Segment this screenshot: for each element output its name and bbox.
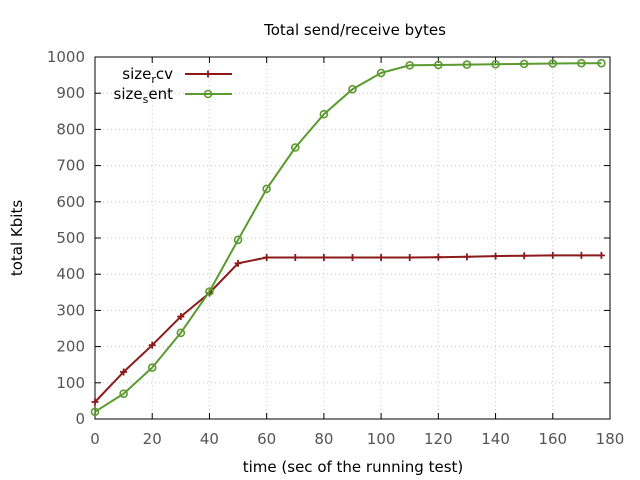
series-line [94,62,602,413]
y-tick-label: 500 [56,229,85,247]
data-point [148,341,156,349]
data-point [519,59,529,69]
data-point [291,254,299,262]
series-line [94,254,602,403]
x-tick-label: 80 [314,430,333,448]
series-size-sent [90,58,606,417]
legend-label-main: cv [156,65,173,83]
x-tick-label: 20 [143,430,162,448]
data-point [349,254,356,262]
data-point [233,235,243,245]
y-tick-label: 200 [56,338,85,356]
data-point [90,407,100,417]
data-point [492,252,500,260]
data-point [577,251,585,259]
legend-label: sizesent [114,85,174,106]
y-tick-label: 400 [56,265,85,283]
data-point [263,254,271,262]
data-point [549,251,557,259]
data-point [290,143,300,152]
data-point [520,252,528,260]
data-point [376,68,386,78]
data-point [176,328,186,338]
data-point [348,84,357,94]
data-point [120,368,128,376]
data-point [463,253,471,261]
legend-label-main: ent [148,85,173,103]
data-point [597,58,606,68]
grid-lines [95,57,610,419]
data-point [234,259,242,267]
x-tick-label: 0 [90,430,100,448]
y-axis: 0 100 200 300 400 500 600 700 800 900 1000 [47,48,610,428]
x-tick-label: 160 [538,430,567,448]
data-point [548,59,558,68]
legend-label: sizercv [122,65,173,86]
data-point [262,184,271,194]
x-tick-label: 140 [481,430,510,448]
x-tick-label: 60 [257,430,276,448]
data-point [434,60,443,70]
series-layer [90,58,606,417]
legend-label-subscript: s [143,93,149,106]
data-point [406,254,414,262]
legend-item-size-rcv: sizercv [122,65,232,86]
chart-title: Total send/receive bytes [263,21,446,39]
data-point [377,254,385,262]
x-tick-label: 120 [424,430,453,448]
plot-area-border [94,56,611,420]
x-tick-label: 40 [200,430,219,448]
y-tick-label: 100 [56,374,85,392]
y-tick-label: 900 [56,84,85,102]
data-point [119,389,128,398]
legend-label-main: size [114,85,143,103]
x-tick-label: 180 [596,430,625,448]
data-point [577,58,586,68]
x-axis: 0 20 40 60 80 100 120 140 160 180 [90,57,624,448]
y-tick-label: 800 [56,120,85,138]
data-point [177,313,185,321]
data-point [147,363,157,372]
x-tick-label: 100 [367,430,396,448]
data-point [491,59,500,69]
data-point [320,254,328,262]
data-point [91,398,99,406]
y-tick-label: 700 [56,157,85,175]
data-point [319,109,329,119]
y-axis-label: total Kbits [8,200,26,276]
legend-label-main: size [122,65,151,83]
data-point [405,61,415,70]
data-point [597,251,605,259]
legend-label-subscript: r [151,73,156,86]
y-tick-label: 1000 [47,48,85,66]
legend-item-size-sent: sizesent [114,85,232,106]
data-point [205,287,214,296]
y-tick-label: 300 [56,301,85,319]
legend-marker [204,70,212,78]
y-tick-label: 0 [75,410,85,428]
x-axis-label: time (sec of the running test) [243,458,464,476]
data-point [462,60,472,69]
legend-marker [203,89,213,99]
y-tick-label: 600 [56,193,85,211]
data-point [434,253,442,261]
